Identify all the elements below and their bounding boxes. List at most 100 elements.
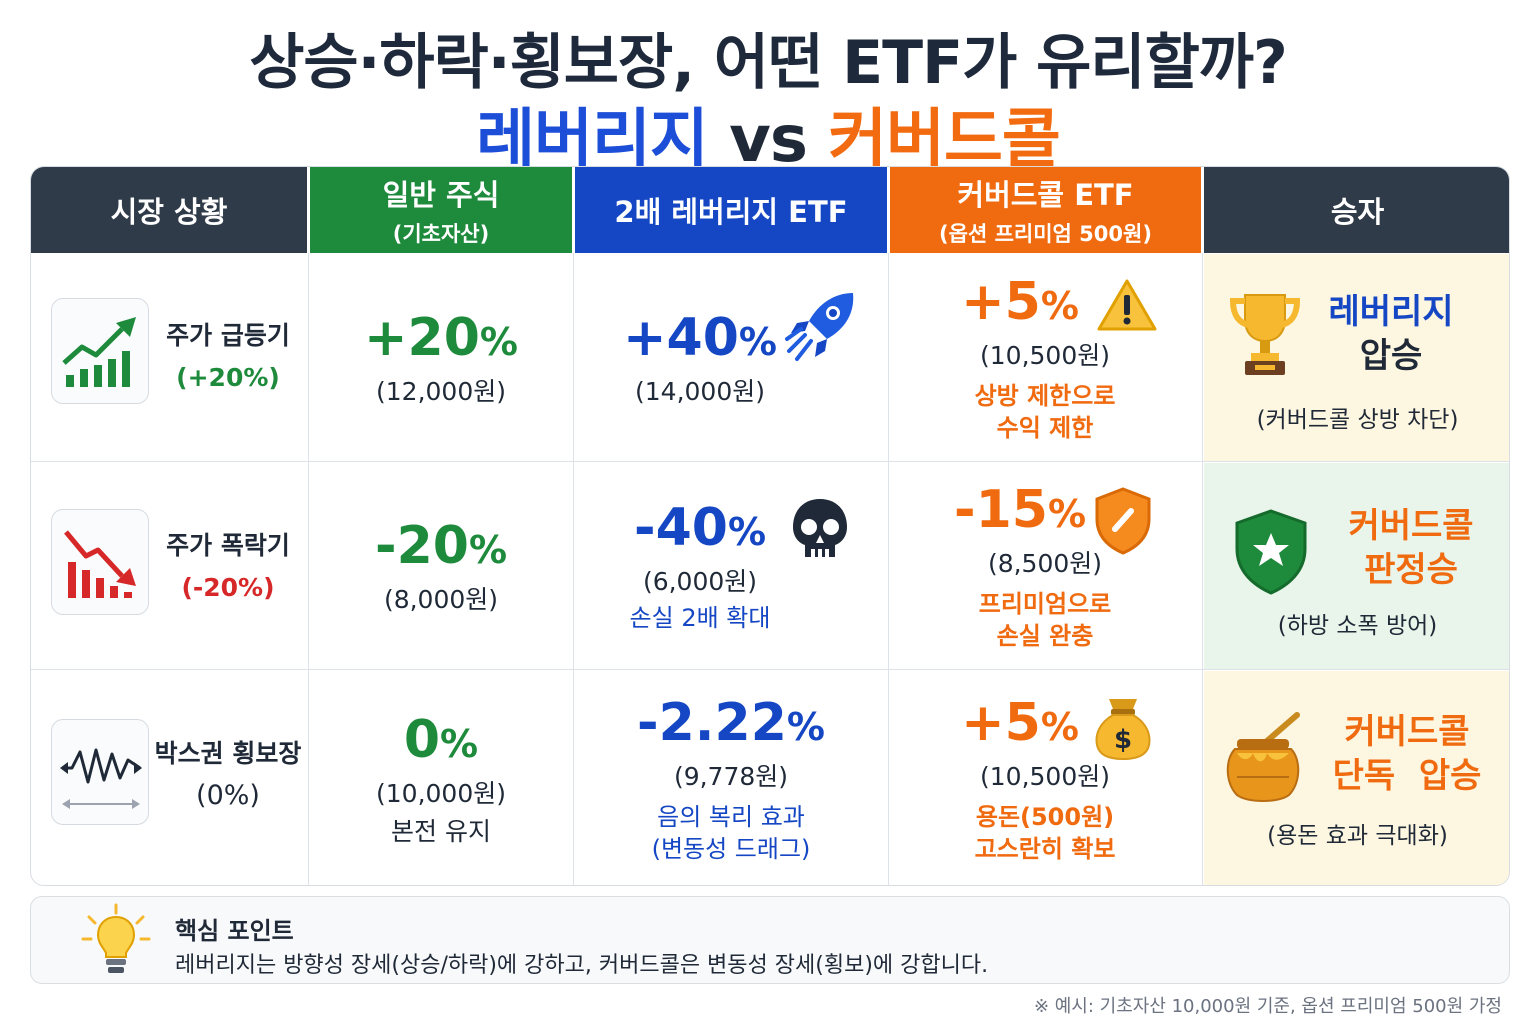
covered-call-cell-row1: +5% (10,500원) 상방 제한으로 수익 제한 <box>889 254 1201 461</box>
leverage-price: (9,778원) <box>673 762 789 791</box>
header-market: 시장 상황 <box>31 167 307 253</box>
chart-up-icon <box>51 298 149 404</box>
svg-text:$: $ <box>1114 725 1132 755</box>
stock-cell-row3: 0% (10,000원) 본전 유지 <box>309 671 573 885</box>
covered-call-price: (10,500원) <box>980 762 1110 791</box>
divider <box>31 461 1509 462</box>
covered-call-note: 용돈(500원) <box>975 803 1115 831</box>
leverage-cell-row1: +40% (14,000원) <box>574 254 816 461</box>
covered-call-note: 고스란히 확보 <box>974 835 1116 863</box>
covered-call-note: 프리미엄으로 <box>978 590 1112 618</box>
stock-price: (8,000원) <box>383 585 499 614</box>
stock-price: (12,000원) <box>376 376 506 406</box>
market-name: 박스권 횡보장 <box>154 739 302 768</box>
header-leverage: 2배 레버리지 ETF <box>575 167 887 253</box>
winner-sub-row1: (커버드콜 상방 차단) <box>1204 399 1509 435</box>
sideways-wave-icon <box>51 719 149 825</box>
footnote: ※ 예시: 기초자산 10,000원 기준, 옵션 프리미엄 500원 가정 <box>1033 996 1502 1017</box>
winner-line2: 압승 <box>1359 336 1423 376</box>
market-label-row2: 주가 폭락기 (-20%) <box>153 525 303 609</box>
header-covered-call: 커버드콜 ETF (옵션 프리미엄 500원) <box>890 167 1201 253</box>
stock-price: (10,000원) <box>376 779 506 808</box>
winner-line1: 커버드콜 <box>1344 712 1470 752</box>
covered-call-note: 상방 제한으로 <box>974 381 1116 410</box>
subtitle-leverage: 레버리지 <box>476 103 709 177</box>
leverage-price: (6,000원) <box>642 567 758 596</box>
market-pct: (-20%) <box>181 573 275 602</box>
winner-line1: 커버드콜 <box>1348 506 1474 546</box>
winner-line1: 레버리지 <box>1328 292 1454 332</box>
subtitle-covered-call: 커버드콜 <box>828 103 1061 177</box>
stock-cell-row2: -20% (8,000원) <box>309 463 573 669</box>
money-bag-icon: $ <box>1091 693 1155 767</box>
winner-sub: (용돈 효과 극대화) <box>1267 823 1448 849</box>
leverage-note: 음의 복리 효과 <box>657 803 805 831</box>
header-winner: 승자 <box>1204 167 1509 253</box>
divider <box>31 669 1509 670</box>
covered-call-pct: +5% <box>961 271 1079 332</box>
covered-call-price: (8,500원) <box>987 549 1103 578</box>
stock-pct: 0% <box>403 710 479 770</box>
header-covered-call-label: 커버드콜 ETF <box>957 178 1134 212</box>
winner-line2: 판정승 <box>1364 550 1458 590</box>
winner-sub-row3: (용돈 효과 극대화) <box>1204 815 1509 851</box>
covered-call-price: (10,500원) <box>980 340 1110 370</box>
chart-down-icon <box>51 509 149 615</box>
leverage-pct: -40% <box>633 498 767 558</box>
page-subtitle: 레버리지 vs 커버드콜 <box>0 88 1536 180</box>
winner-sub: (하방 소폭 방어) <box>1277 613 1438 639</box>
divider <box>888 253 889 885</box>
shield-icon <box>1091 485 1155 561</box>
header-stock-label: 일반 주식 <box>382 178 500 212</box>
covered-call-pct: -15% <box>953 480 1087 540</box>
divider <box>573 253 574 885</box>
header-winner-label: 승자 <box>1330 195 1385 229</box>
market-pct: (0%) <box>196 780 260 811</box>
covered-call-cell-row3: +5% (10,500원) 용돈(500원) 고스란히 확보 <box>889 671 1201 885</box>
header-leverage-label: 2배 레버리지 ETF <box>614 195 848 229</box>
stock-cell-row1: +20% (12,000원) <box>309 254 573 461</box>
winner-title-row1: 레버리지 압승 <box>1311 279 1471 389</box>
covered-call-pct: +5% <box>961 693 1079 753</box>
comparison-table: 시장 상황 일반 주식 (기초자산) 2배 레버리지 ETF 커버드콜 ETF … <box>30 166 1510 886</box>
winner-title-row2: 커버드콜 판정승 <box>1321 493 1501 603</box>
market-pct: (+20%) <box>176 363 280 392</box>
leverage-cell-row2: -40% (6,000원) 손실 2배 확대 <box>574 463 816 669</box>
covered-call-cell-row2: -15% (8,500원) 프리미엄으로 손실 완충 <box>889 463 1201 669</box>
covered-call-note: 손실 완충 <box>996 622 1094 650</box>
lightbulb-icon <box>81 903 151 983</box>
leverage-pct: -2.22% <box>637 693 825 753</box>
star-shield-icon <box>1231 507 1311 601</box>
key-point-box: 핵심 포인트 레버리지는 방향성 장세(상승/하락)에 강하고, 커버드콜은 변… <box>30 896 1510 984</box>
header-stock: 일반 주식 (기초자산) <box>310 167 572 253</box>
skull-icon <box>787 495 853 569</box>
stock-pct: -20% <box>374 516 508 576</box>
stock-note: 본전 유지 <box>391 817 491 846</box>
covered-call-note: 수익 제한 <box>996 413 1094 442</box>
market-label-row3: 박스권 횡보장 (0%) <box>153 733 303 817</box>
market-name: 주가 폭락기 <box>166 531 290 560</box>
market-label-row1: 주가 급등기 (+20%) <box>153 315 303 399</box>
header-stock-sub: (기초자산) <box>392 222 490 246</box>
rocket-icon <box>783 289 863 369</box>
market-name: 주가 급등기 <box>166 321 290 350</box>
winner-sub-row2: (하방 소폭 방어) <box>1204 605 1509 641</box>
honey-pot-icon <box>1223 707 1303 811</box>
subtitle-vs: vs <box>707 103 829 177</box>
leverage-price: (14,000원) <box>635 376 765 406</box>
stock-pct: +20% <box>363 307 518 368</box>
leverage-cell-row3: -2.22% (9,778원) 음의 복리 효과 (변동성 드래그) <box>574 671 888 885</box>
header-covered-call-sub: (옵션 프리미엄 500원) <box>939 222 1152 246</box>
header-market-label: 시장 상황 <box>110 195 228 229</box>
leverage-note: 손실 2배 확대 <box>629 604 771 632</box>
winner-title-row3: 커버드콜 단독 압승 <box>1307 699 1507 809</box>
winner-line2: 단독 압승 <box>1332 756 1482 796</box>
key-point-title: 핵심 포인트 <box>175 917 294 945</box>
key-point-text: 레버리지는 방향성 장세(상승/하락)에 강하고, 커버드콜은 변동성 장세(횡… <box>175 953 989 978</box>
trophy-icon <box>1225 289 1305 385</box>
winner-sub: (커버드콜 상방 차단) <box>1256 407 1459 433</box>
leverage-note: (변동성 드래그) <box>651 835 811 863</box>
divider <box>308 253 309 885</box>
leverage-pct: +40% <box>622 307 777 368</box>
warning-icon <box>1095 277 1159 339</box>
